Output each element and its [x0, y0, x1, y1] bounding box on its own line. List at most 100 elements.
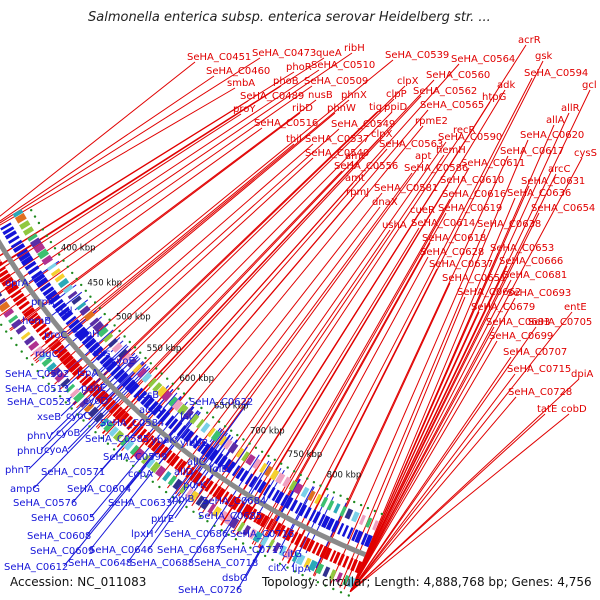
gc-dot-inner: [230, 429, 233, 432]
category-block-inner: [200, 422, 211, 434]
topology-text: Topology: circular; Length: 4,888,768 bp…: [262, 575, 592, 589]
category-block-inner: [275, 472, 286, 485]
forward-gene-block: [323, 547, 333, 561]
reverse-connector: [216, 461, 272, 550]
category-block-outer: [133, 448, 145, 460]
forward-gene-label: SeHA_C0509: [304, 76, 368, 87]
category-block-outer: [32, 346, 44, 357]
reverse-gene-label: SeHA_C0686: [164, 529, 228, 540]
category-block-inner: [41, 254, 53, 266]
forward-gene-block: [50, 341, 62, 352]
gc-dot-outer: [199, 515, 202, 518]
forward-connector: [104, 95, 422, 436]
forward-gene-label: SeHA_C0683: [486, 317, 550, 328]
gc-dot-inner: [373, 509, 376, 513]
forward-gene-block: [10, 289, 22, 299]
forward-gene-block: [102, 396, 113, 408]
category-block-outer: [224, 513, 234, 525]
forward-gene-block: [0, 269, 9, 278]
gc-dot-inner: [37, 221, 41, 225]
reverse-gene-block: [116, 371, 129, 384]
reverse-gene-block: [360, 533, 368, 546]
category-block-inner: [12, 209, 24, 218]
reverse-connector: [237, 478, 300, 590]
gc-dot-inner: [45, 234, 48, 237]
gc-dot-inner: [223, 425, 227, 428]
reverse-gene-label: acpH: [74, 329, 100, 340]
gc-dot-outer: [278, 562, 282, 565]
category-block-inner: [107, 338, 118, 348]
reverse-gene-block: [152, 404, 163, 416]
forward-gene-label: ushA: [382, 220, 407, 231]
gc-dot-inner: [30, 209, 33, 212]
category-block-outer: [103, 421, 114, 433]
forward-connector: [73, 85, 406, 406]
reverse-gene-block: [222, 458, 232, 471]
reverse-gene-block: [164, 415, 175, 427]
gc-dot-inner: [286, 466, 289, 469]
reverse-gene-label: SeHA_C0717: [220, 545, 284, 556]
category-block-inner: [372, 520, 379, 531]
reverse-gene-label: SeHA_C0502: [5, 369, 69, 380]
forward-connector: [35, 112, 336, 364]
gc-dot-inner: [171, 382, 174, 385]
forward-gene-label: SeHA_C0614: [411, 218, 475, 229]
reverse-gene-block: [77, 329, 90, 342]
category-block-outer: [242, 525, 252, 536]
feature-tracks: [0, 209, 383, 597]
forward-gene-block: [158, 446, 169, 458]
category-block-outer: [315, 563, 325, 575]
category-block-outer: [272, 542, 281, 553]
reverse-gene-label: lipA: [292, 564, 311, 575]
reverse-gene-block: [140, 394, 151, 406]
forward-gene-label: SeHA_C0539: [385, 50, 449, 61]
category-block-inner: [118, 348, 128, 358]
category-block-outer: [88, 406, 100, 418]
forward-connector: [97, 160, 354, 429]
reverse-connector: [79, 364, 147, 433]
forward-gene-label: SeHA_C0666: [499, 256, 563, 267]
category-block-outer: [108, 426, 119, 437]
gc-dot-outer: [256, 550, 259, 553]
reverse-gene-label: cyoA: [44, 445, 69, 456]
reverse-connector: [279, 486, 314, 550]
reverse-connector: [63, 406, 195, 567]
forward-connector: [312, 155, 509, 576]
category-block-inner: [50, 268, 61, 277]
forward-gene-block: [32, 318, 44, 330]
category-block-inner: [207, 427, 216, 438]
gc-dot-outer: [53, 388, 56, 392]
reverse-gene-block: [280, 494, 289, 507]
reverse-gene-label: dxs: [93, 348, 110, 359]
forward-gene-block: [215, 487, 226, 501]
category-block-outer: [54, 371, 66, 383]
forward-gene-label: ppiD: [384, 102, 407, 113]
reverse-gene-block: [168, 418, 179, 430]
forward-connector: [257, 212, 447, 548]
gc-dot-inner: [160, 372, 163, 375]
forward-gene-block: [35, 323, 47, 333]
category-block-inner: [245, 454, 256, 466]
reverse-gene-block: [331, 520, 340, 533]
category-block-outer: [11, 318, 23, 329]
forward-gene-label: SeHA_C0638: [477, 219, 541, 230]
forward-gene-label: SeHA_C0540: [305, 148, 369, 159]
reverse-gene-block: [110, 365, 122, 377]
reverse-gene-label: SeHA_C0576: [13, 498, 77, 509]
backbone-ring: [0, 238, 367, 558]
category-block-inner: [156, 385, 168, 398]
gc-dot-outer: [5, 330, 8, 333]
reverse-gene-block: [156, 407, 167, 420]
reverse-gene-label: SeHA_C0513: [5, 384, 69, 395]
reverse-gene-block: [0, 222, 12, 231]
category-block-outer: [335, 572, 343, 583]
gc-dot-inner: [182, 392, 186, 395]
gc-dot-outer: [112, 448, 116, 451]
gc-dot-inner: [326, 487, 329, 491]
category-block-inner: [67, 290, 78, 300]
forward-gene-label: SeHA_C0653: [490, 243, 554, 254]
category-block-outer: [260, 535, 269, 547]
gc-dot-outer: [145, 475, 148, 478]
category-block-outer: [69, 388, 80, 398]
category-block-outer: [65, 383, 76, 393]
